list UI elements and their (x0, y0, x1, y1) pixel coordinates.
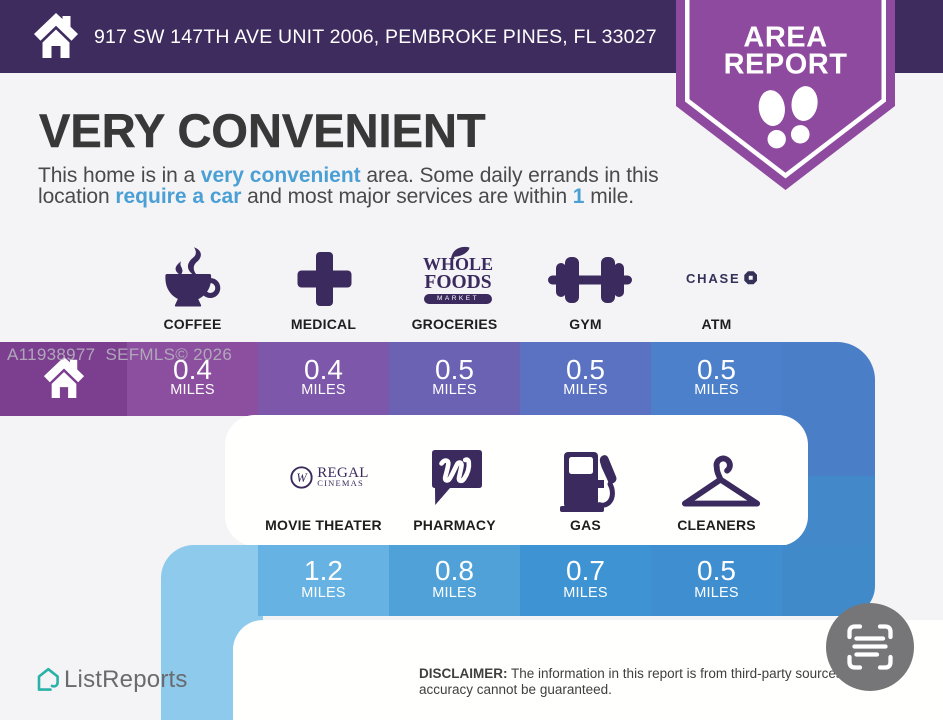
svg-text:W: W (297, 471, 309, 485)
svg-text:REPORT: REPORT (724, 49, 848, 81)
svg-text:AREA: AREA (743, 22, 827, 54)
